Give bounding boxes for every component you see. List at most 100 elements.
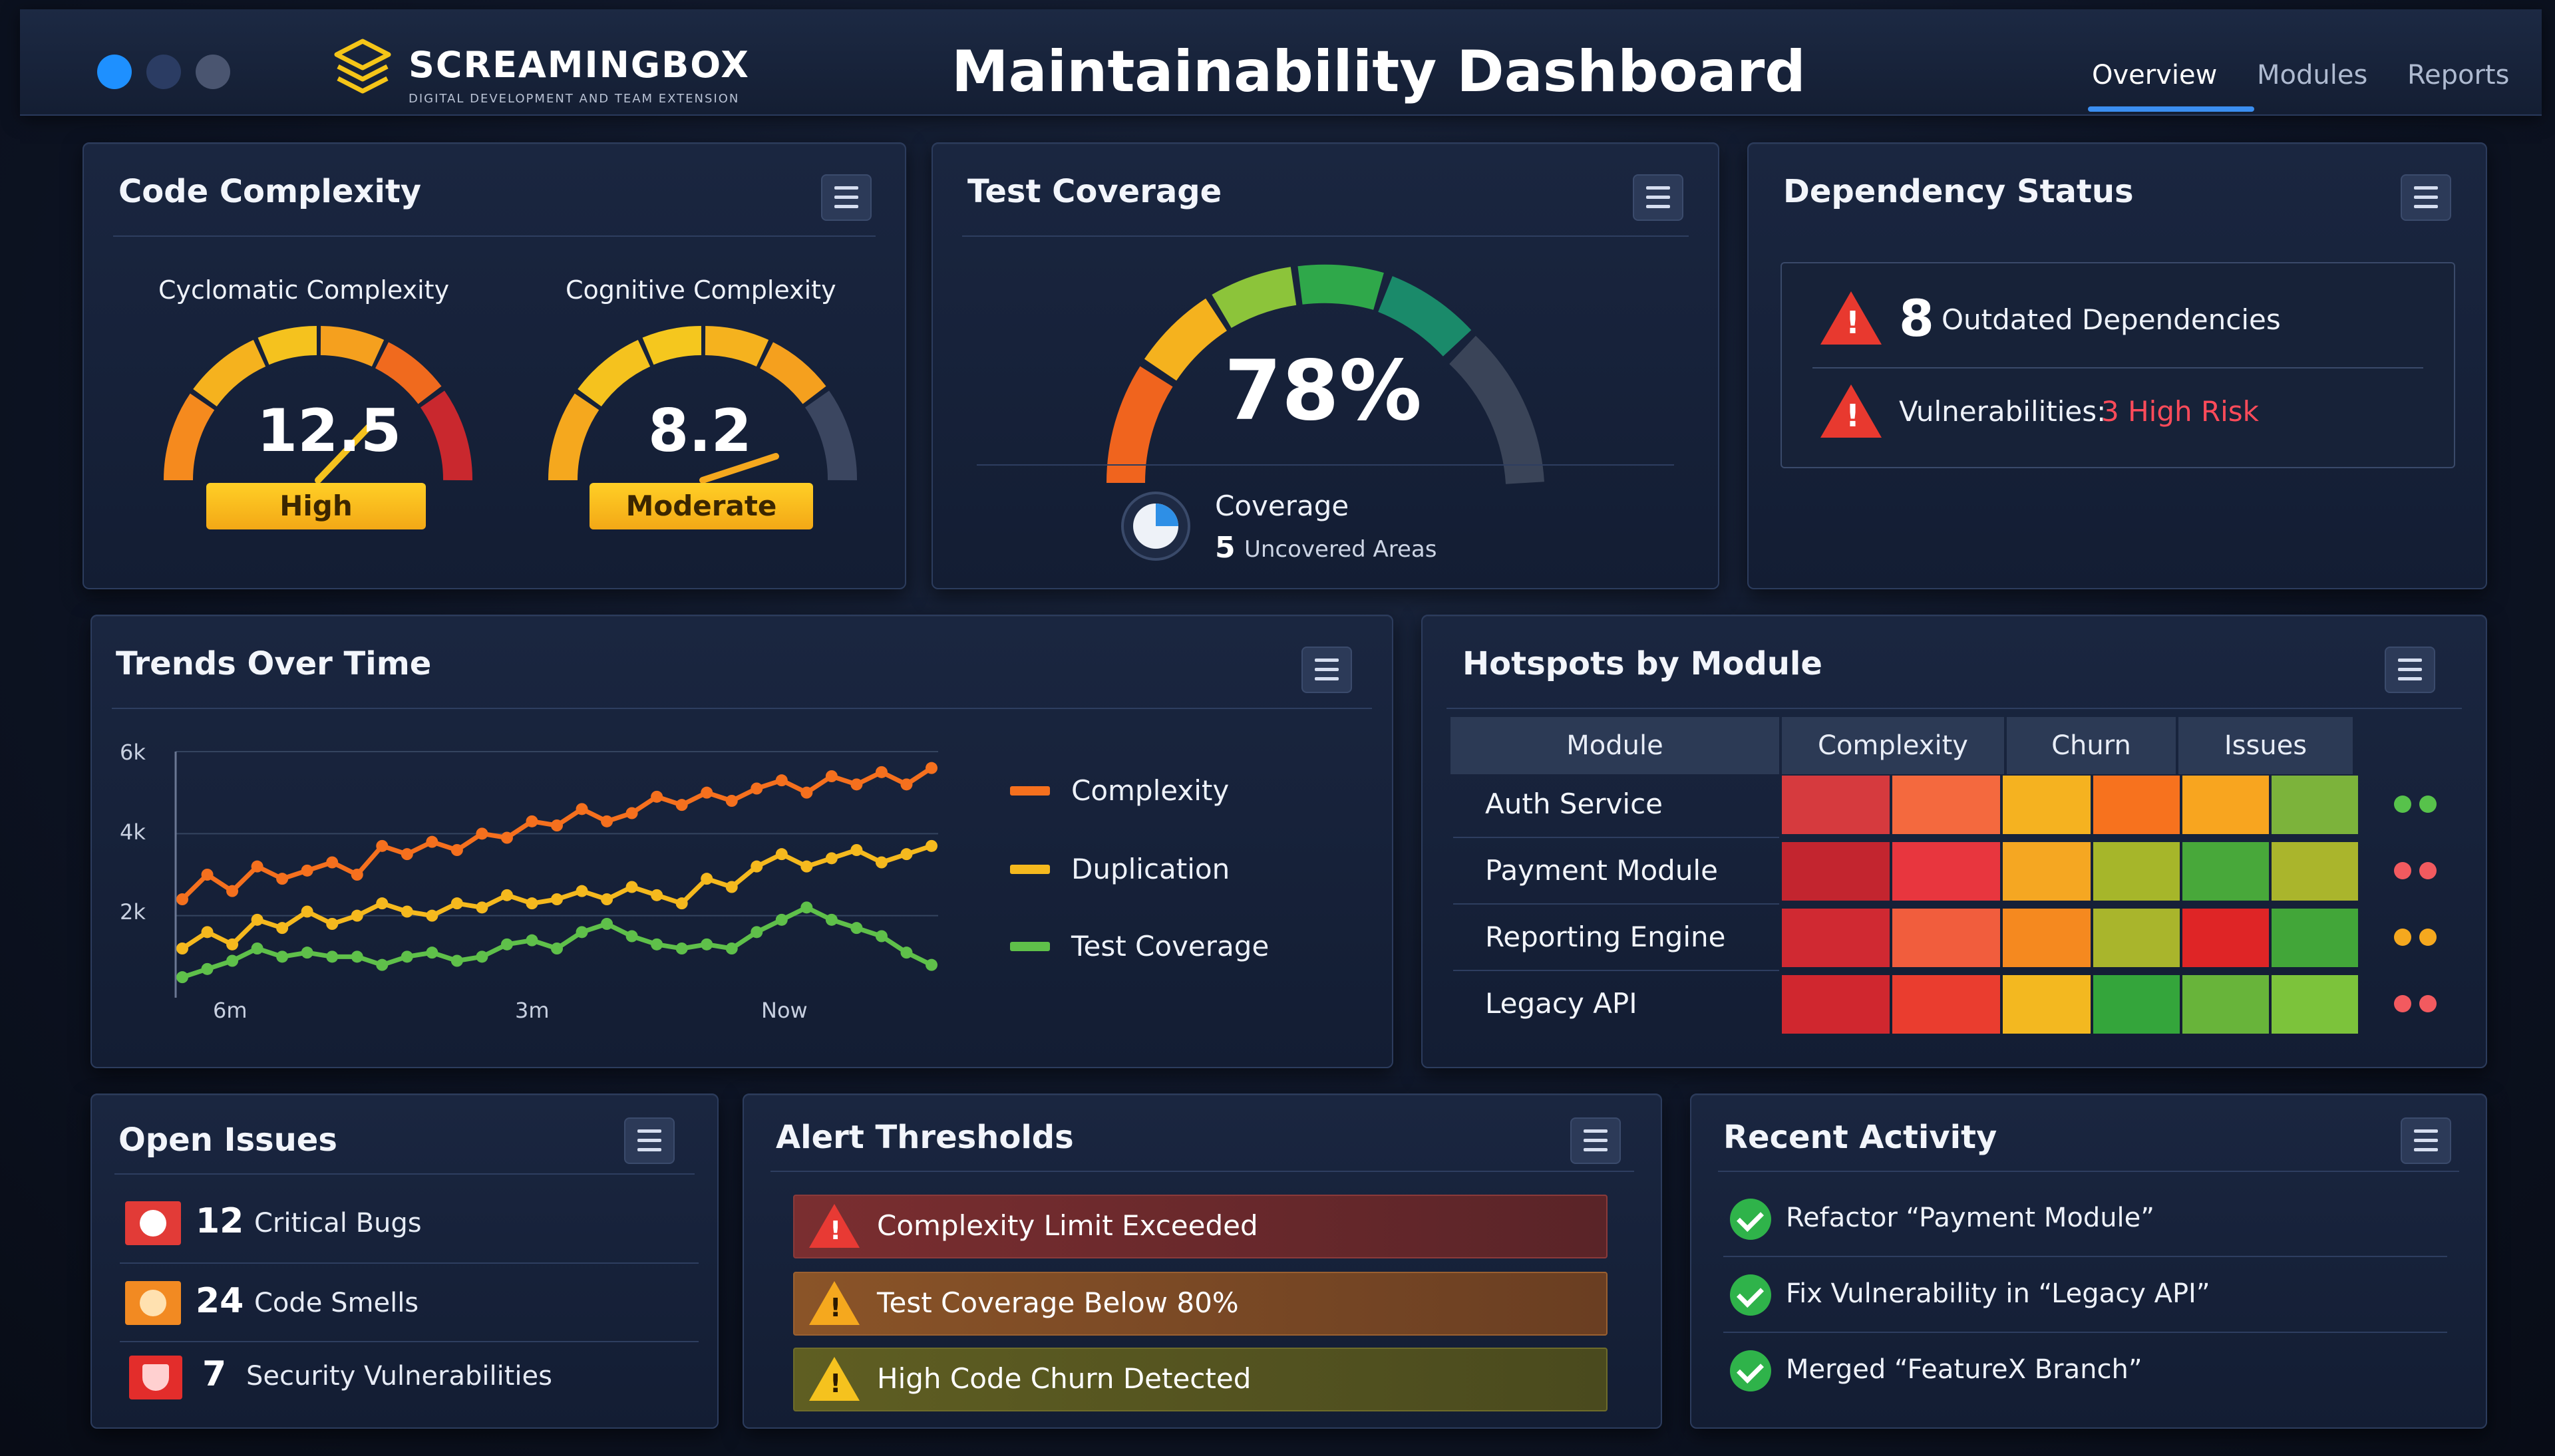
security-icon — [129, 1356, 182, 1399]
data-point — [251, 913, 263, 926]
check-icon — [1730, 1199, 1771, 1240]
menu-icon[interactable] — [2401, 174, 2451, 221]
status-dot — [2419, 862, 2437, 879]
heatmap-cell[interactable] — [1892, 776, 2000, 834]
column-header-module[interactable]: Module — [1450, 717, 1779, 774]
status-dot — [2394, 862, 2411, 879]
issue-label[interactable]: Security Vulnerabilities — [246, 1361, 552, 1391]
warning-icon: ! — [809, 1357, 860, 1401]
tab-overview[interactable]: Overview — [2092, 60, 2218, 90]
top-bar: SCREAMINGBOX DIGITAL DEVELOPMENT AND TEA… — [20, 9, 2542, 116]
legend-label: Test Coverage — [1071, 930, 1270, 962]
menu-icon[interactable] — [1570, 1117, 1621, 1164]
data-point — [850, 844, 863, 856]
heatmap-cell[interactable] — [2272, 909, 2358, 967]
heatmap-cell[interactable] — [1782, 842, 1890, 901]
data-point — [276, 950, 289, 963]
data-point — [825, 852, 838, 865]
window-dot-gray[interactable] — [196, 55, 230, 89]
table-row-label[interactable]: Payment Module — [1485, 854, 1718, 887]
menu-icon[interactable] — [1633, 174, 1683, 221]
activity-item[interactable]: Merged “FeatureX Branch” — [1786, 1354, 2142, 1385]
window-dot-blue[interactable] — [97, 55, 132, 89]
heatmap-cell[interactable] — [2182, 975, 2269, 1034]
data-point — [601, 918, 613, 930]
tab-modules[interactable]: Modules — [2257, 60, 2368, 90]
tab-reports[interactable]: Reports — [2407, 60, 2510, 90]
warning-icon: ! — [1820, 291, 1882, 345]
status-dot — [2419, 929, 2437, 946]
heatmap-cell[interactable] — [2003, 842, 2091, 901]
table-row-label[interactable]: Reporting Engine — [1485, 921, 1726, 953]
heatmap-cell[interactable] — [1892, 975, 2000, 1034]
dependency-summary-box: ! 8 Outdated Dependencies ! Vulnerabilit… — [1781, 262, 2455, 468]
data-point — [625, 930, 638, 943]
heatmap-cell[interactable] — [2003, 909, 2091, 967]
heatmap-cell[interactable] — [2272, 842, 2358, 901]
divider — [1723, 1256, 2447, 1257]
legend-swatch-duplication — [1010, 865, 1050, 874]
status-dot — [2419, 796, 2437, 813]
heatmap-cell[interactable] — [1782, 909, 1890, 967]
data-point — [701, 786, 713, 799]
divider — [1453, 837, 1779, 838]
heatmap-cell[interactable] — [2093, 975, 2180, 1034]
data-point — [725, 795, 738, 807]
heatmap-cell[interactable] — [2272, 776, 2358, 834]
heatmap-cell[interactable] — [2182, 909, 2269, 967]
issue-label[interactable]: Code Smells — [254, 1288, 419, 1318]
alert-complexity-limit[interactable]: ! Complexity Limit Exceeded — [793, 1195, 1608, 1258]
heatmap-cell[interactable] — [2182, 842, 2269, 901]
data-point — [326, 950, 339, 963]
heatmap-cell[interactable] — [1892, 909, 2000, 967]
heatmap-cell[interactable] — [2093, 909, 2180, 967]
heatmap-cell[interactable] — [2003, 776, 2091, 834]
data-point — [176, 943, 188, 954]
data-point — [725, 943, 738, 954]
pie-chart-icon — [1121, 492, 1190, 561]
alert-label: High Code Churn Detected — [877, 1362, 1252, 1395]
issue-count: 7 — [202, 1354, 227, 1394]
heatmap-cell[interactable] — [2182, 776, 2269, 834]
alert-test-coverage[interactable]: ! Test Coverage Below 80% — [793, 1272, 1608, 1336]
column-header-churn[interactable]: Churn — [2007, 717, 2176, 774]
menu-icon[interactable] — [624, 1117, 675, 1164]
data-point — [201, 962, 214, 975]
data-point — [926, 762, 937, 774]
menu-icon[interactable] — [821, 174, 872, 221]
menu-icon[interactable] — [2385, 647, 2435, 693]
data-point — [701, 873, 713, 885]
column-header-complexity[interactable]: Complexity — [1782, 717, 2004, 774]
menu-icon[interactable] — [2401, 1117, 2451, 1164]
alert-code-churn[interactable]: ! High Code Churn Detected — [793, 1348, 1608, 1411]
x-tick-label: 6m — [213, 998, 248, 1023]
heatmap-cell[interactable] — [1892, 842, 2000, 901]
legend-swatch-test-coverage — [1010, 942, 1050, 951]
data-point — [775, 774, 788, 787]
menu-icon[interactable] — [1301, 647, 1352, 693]
issue-label[interactable]: Critical Bugs — [254, 1208, 422, 1238]
data-point — [401, 950, 413, 963]
heatmap-cell[interactable] — [2003, 975, 2091, 1034]
heatmap-cell[interactable] — [2093, 776, 2180, 834]
column-header-issues[interactable]: Issues — [2178, 717, 2353, 774]
status-dot — [2394, 796, 2411, 813]
coverage-sub-label: Coverage — [1215, 490, 1349, 522]
panel-title: Alert Thresholds — [776, 1119, 1074, 1156]
heatmap-cell[interactable] — [2272, 975, 2358, 1034]
table-row-label[interactable]: Auth Service — [1485, 788, 1663, 820]
heatmap-cell[interactable] — [1782, 776, 1890, 834]
heatmap-cell[interactable] — [2093, 842, 2180, 901]
divider — [962, 235, 1689, 237]
data-point — [500, 889, 513, 901]
window-dot-navy[interactable] — [146, 55, 181, 89]
table-row-label[interactable]: Legacy API — [1485, 987, 1637, 1020]
data-point — [176, 893, 188, 905]
activity-item[interactable]: Fix Vulnerability in “Legacy API” — [1786, 1278, 2210, 1309]
data-point — [251, 860, 263, 873]
data-point — [850, 922, 863, 935]
heatmap-cell[interactable] — [1782, 975, 1890, 1034]
panel-title: Hotspots by Module — [1462, 645, 1822, 682]
activity-item[interactable]: Refactor “Payment Module” — [1786, 1203, 2155, 1233]
data-point — [426, 946, 438, 959]
